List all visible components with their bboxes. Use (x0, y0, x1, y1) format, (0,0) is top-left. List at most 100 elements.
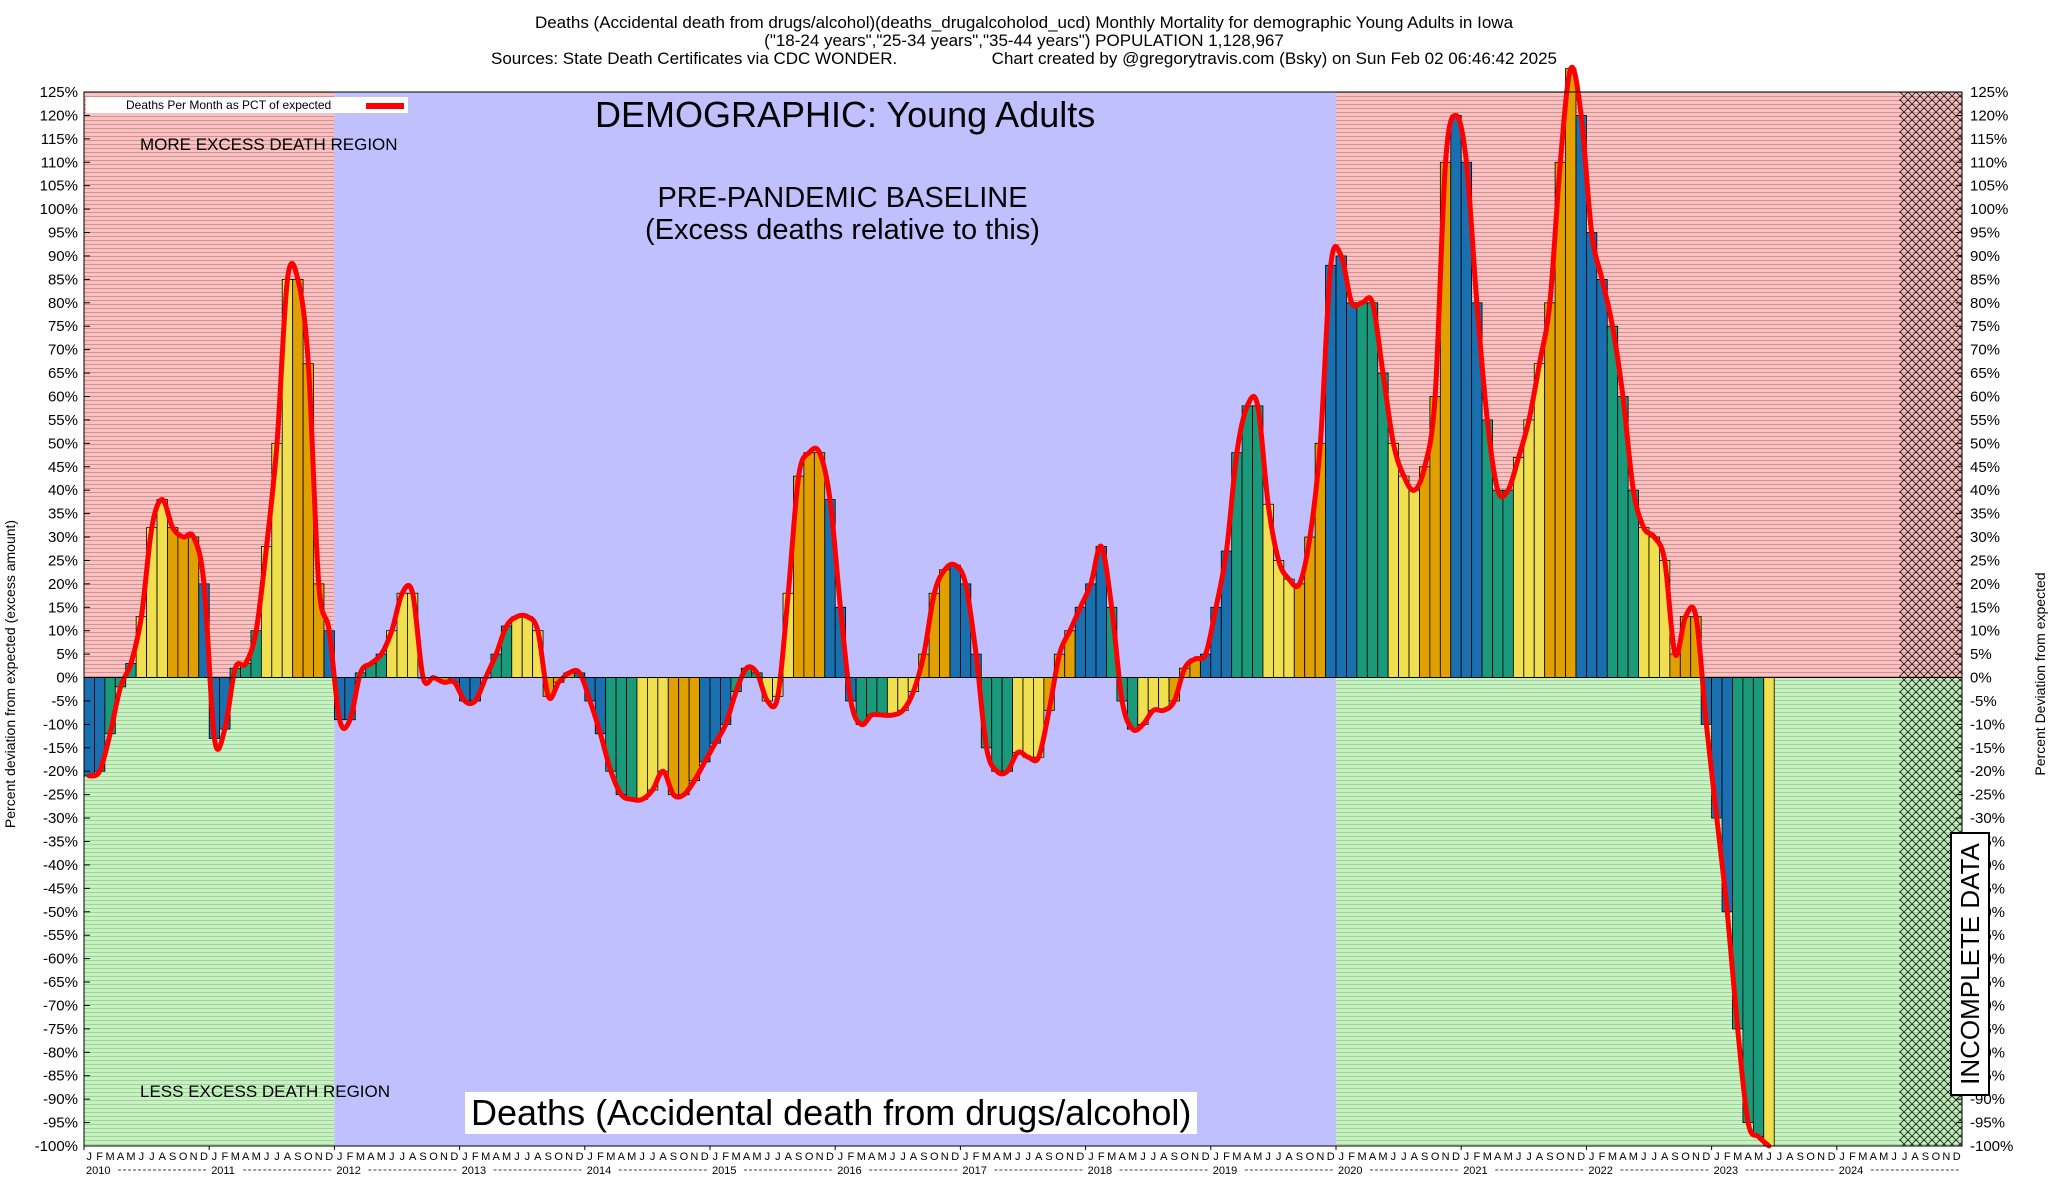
x-month-label: N (1316, 1151, 1324, 1163)
y-tick-label-right: -20% (1970, 763, 2005, 780)
bar-month (876, 677, 888, 716)
x-year-label: 2011 (211, 1165, 235, 1177)
x-month-label: J (639, 1151, 645, 1163)
y-tick-label-right: 35% (1970, 506, 2000, 523)
y-tick-label-right: -95% (1970, 1115, 2005, 1132)
x-month-label: M (752, 1151, 761, 1163)
x-month-label: J (1777, 1151, 1783, 1163)
x-month-label: M (731, 1151, 740, 1163)
x-month-label: D (1202, 1151, 1210, 1163)
x-month-label: S (1296, 1151, 1303, 1163)
x-month-label: S (294, 1151, 301, 1163)
x-month-label: J (1265, 1151, 1271, 1163)
bar-month (1293, 583, 1306, 678)
bar-month (667, 677, 680, 796)
x-month-label: S (1671, 1151, 1678, 1163)
bar-month (1022, 677, 1034, 758)
x-month-label: D (576, 1151, 584, 1163)
y-tick-label-right: 20% (1970, 576, 2000, 593)
x-month-label: A (159, 1151, 167, 1163)
x-month-label: J (1641, 1151, 1647, 1163)
x-month-label: A (785, 1151, 793, 1163)
bar-month (292, 278, 304, 678)
bar-month (1241, 405, 1253, 678)
bar-month (1001, 677, 1013, 772)
y-tick-label-right: -100% (1970, 1138, 2013, 1155)
bar-month (949, 564, 961, 678)
x-month-label: O (1180, 1151, 1189, 1163)
y-tick-label-left: 10% (48, 623, 78, 640)
x-year-label: 2022 (1588, 1165, 1612, 1177)
x-month-label: A (1870, 1151, 1878, 1163)
x-year-label: 2019 (1213, 1165, 1237, 1177)
bar-month (83, 677, 95, 777)
y-tick-label-right: 100% (1970, 201, 2008, 218)
x-month-label: M (1253, 1151, 1262, 1163)
x-month-label: O (179, 1151, 188, 1163)
x-month-label: A (1786, 1151, 1794, 1163)
x-month-label: F (597, 1151, 604, 1163)
x-month-label: M (982, 1151, 991, 1163)
x-month-label: O (1806, 1151, 1815, 1163)
x-month-label: J (1276, 1151, 1282, 1163)
x-month-label: A (367, 1151, 375, 1163)
y-tick-label-left: -25% (43, 787, 78, 804)
bar-month (866, 677, 878, 716)
x-month-label: F (1098, 1151, 1105, 1163)
y-tick-label-left: 60% (48, 388, 78, 405)
y-tick-label-right: 90% (1970, 248, 2000, 265)
x-month-label: D (826, 1151, 834, 1163)
y-tick-label-right: -10% (1970, 716, 2005, 733)
bar-month (626, 677, 638, 800)
y-tick-label-right: 110% (1970, 154, 2007, 171)
y-tick-label-left: -65% (43, 974, 78, 991)
x-month-label: A (659, 1151, 667, 1163)
x-month-label: M (1128, 1151, 1137, 1163)
x-month-label: N (690, 1151, 698, 1163)
x-month-label: A (868, 1151, 876, 1163)
x-month-label: A (534, 1151, 542, 1163)
x-month-label: J (1338, 1151, 1344, 1163)
bar-month (1533, 363, 1546, 678)
bar-month (1147, 677, 1160, 711)
x-month-label: M (126, 1151, 135, 1163)
x-month-label: N (1191, 1151, 1199, 1163)
x-month-label: D (1702, 1151, 1710, 1163)
x-month-label: M (1504, 1151, 1513, 1163)
x-month-label: J (1015, 1151, 1021, 1163)
bar-month (1408, 489, 1420, 678)
x-month-label: A (1911, 1151, 1919, 1163)
y-tick-label-right: 65% (1970, 365, 2000, 382)
y-tick-label-right: 50% (1970, 435, 2000, 452)
x-year-label: 2024 (1839, 1165, 1863, 1177)
x-month-label: D (1076, 1151, 1084, 1163)
bar-month (1273, 560, 1285, 678)
y-tick-label-left: 70% (48, 342, 78, 359)
x-month-label: S (1421, 1151, 1428, 1163)
bar-month (1523, 419, 1535, 678)
y-tick-label-left: 80% (48, 295, 78, 312)
bar-month (1575, 115, 1587, 678)
y-tick-label-left: -60% (43, 951, 78, 968)
x-month-label: N (816, 1151, 824, 1163)
x-month-label: J (712, 1151, 718, 1163)
bar-month (1398, 475, 1410, 678)
x-month-label: J (86, 1151, 92, 1163)
bar-month (688, 677, 700, 782)
x-month-label: O (680, 1151, 689, 1163)
bar-month (1366, 302, 1379, 678)
y-tick-label-left: 85% (48, 271, 78, 288)
x-month-label: A (993, 1151, 1001, 1163)
x-month-label: M (857, 1151, 866, 1163)
x-month-label: A (492, 1151, 500, 1163)
y-tick-label-left: -40% (43, 857, 78, 874)
title-line-1: Deaths (Accidental death from drugs/alco… (534, 13, 1514, 32)
x-month-label: F (1849, 1151, 1856, 1163)
x-month-label: J (212, 1151, 218, 1163)
x-month-label: M (502, 1151, 511, 1163)
bar-month (636, 677, 648, 800)
x-month-label: J (1151, 1151, 1157, 1163)
bar-month (1512, 456, 1525, 678)
x-month-label: A (242, 1151, 250, 1163)
